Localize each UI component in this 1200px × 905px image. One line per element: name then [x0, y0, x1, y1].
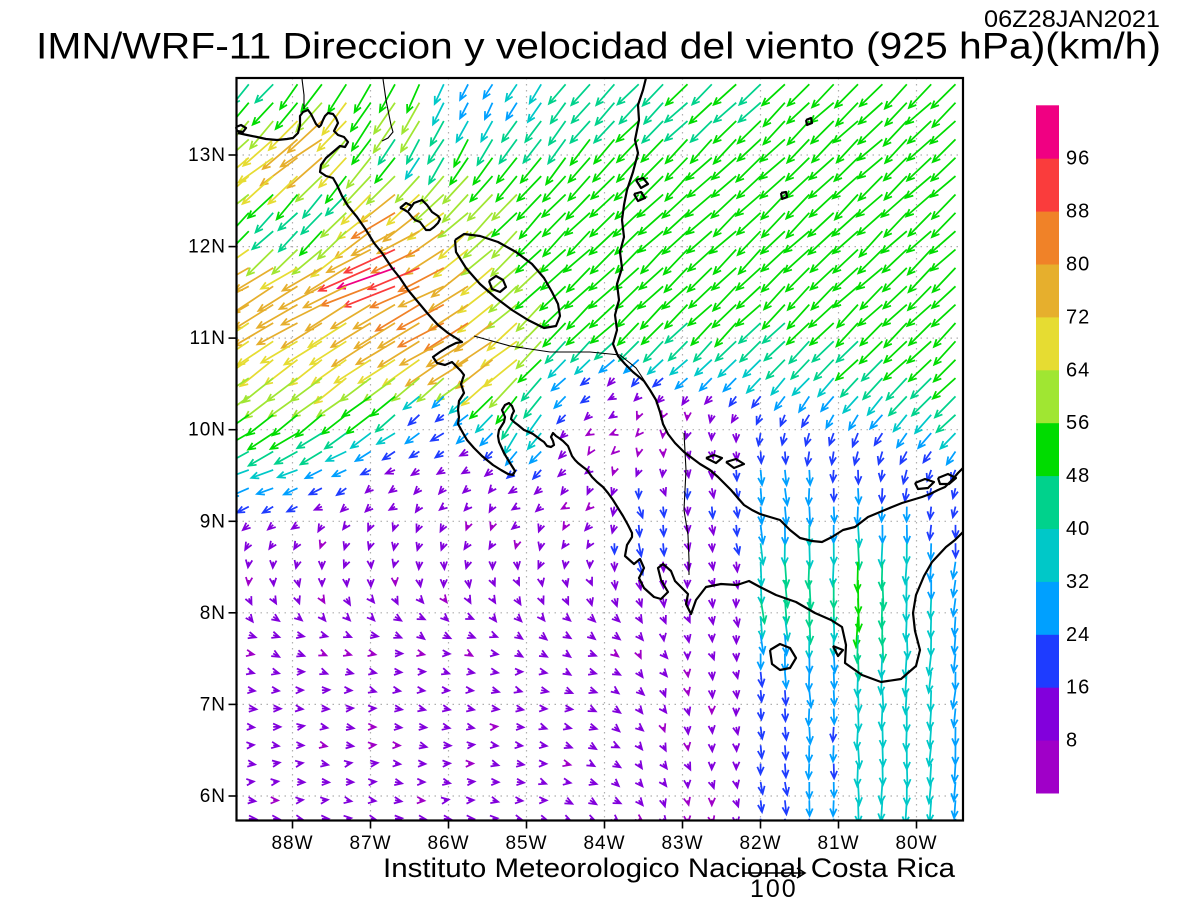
svg-text:80W: 80W — [895, 833, 937, 854]
svg-text:06Z28JAN2021: 06Z28JAN2021 — [984, 6, 1160, 33]
svg-text:8N: 8N — [200, 603, 226, 624]
svg-text:83W: 83W — [661, 833, 703, 854]
svg-text:40: 40 — [1066, 518, 1090, 540]
svg-text:86W: 86W — [427, 833, 469, 854]
svg-text:88W: 88W — [271, 833, 313, 854]
svg-text:24: 24 — [1066, 624, 1090, 646]
svg-text:32: 32 — [1066, 571, 1090, 593]
svg-text:64: 64 — [1066, 359, 1090, 381]
svg-text:11N: 11N — [190, 328, 226, 349]
svg-text:56: 56 — [1066, 412, 1090, 434]
svg-text:85W: 85W — [505, 833, 547, 854]
svg-text:16: 16 — [1066, 677, 1090, 699]
svg-text:13N: 13N — [188, 145, 226, 166]
svg-text:96: 96 — [1066, 148, 1090, 170]
svg-text:8: 8 — [1066, 730, 1078, 752]
svg-text:84W: 84W — [583, 833, 625, 854]
svg-text:IMN/WRF-11 Direccion y velocid: IMN/WRF-11 Direccion y velocidad del vie… — [36, 26, 1161, 67]
svg-text:9N: 9N — [200, 511, 226, 532]
svg-text:88: 88 — [1066, 201, 1090, 223]
svg-text:6N: 6N — [200, 786, 226, 807]
svg-text:72: 72 — [1066, 306, 1090, 328]
svg-text:10N: 10N — [188, 420, 226, 441]
svg-text:12N: 12N — [188, 237, 226, 258]
svg-text:82W: 82W — [739, 833, 781, 854]
svg-text:48: 48 — [1066, 465, 1090, 487]
svg-text:80: 80 — [1066, 254, 1090, 276]
svg-text:Instituto Meteorologico Nacion: Instituto Meteorologico Nacional Costa R… — [383, 853, 956, 883]
svg-text:7N: 7N — [200, 694, 226, 715]
svg-text:100: 100 — [750, 875, 798, 900]
svg-text:81W: 81W — [817, 833, 859, 854]
svg-text:87W: 87W — [349, 833, 391, 854]
